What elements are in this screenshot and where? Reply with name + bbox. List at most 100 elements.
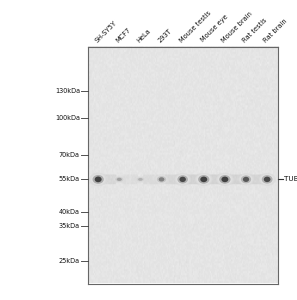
Ellipse shape	[93, 175, 104, 184]
Ellipse shape	[216, 173, 233, 186]
Ellipse shape	[240, 175, 252, 184]
Ellipse shape	[115, 177, 123, 182]
Text: HeLa: HeLa	[136, 27, 152, 44]
Ellipse shape	[90, 173, 106, 185]
Ellipse shape	[113, 176, 126, 183]
Ellipse shape	[117, 178, 122, 181]
FancyBboxPatch shape	[208, 175, 220, 184]
Ellipse shape	[93, 175, 103, 183]
Ellipse shape	[95, 176, 102, 182]
Ellipse shape	[177, 175, 189, 184]
Ellipse shape	[219, 175, 230, 184]
Ellipse shape	[92, 175, 104, 184]
Text: 35kDa: 35kDa	[59, 223, 80, 229]
Ellipse shape	[220, 176, 230, 183]
Text: 40kDa: 40kDa	[59, 209, 80, 215]
Text: Mouse brain: Mouse brain	[221, 11, 254, 43]
Ellipse shape	[260, 174, 274, 185]
Ellipse shape	[260, 174, 274, 185]
Text: SH-SY5Y: SH-SY5Y	[94, 20, 118, 44]
Ellipse shape	[262, 175, 273, 184]
Ellipse shape	[219, 175, 231, 184]
Ellipse shape	[198, 175, 210, 184]
Ellipse shape	[218, 174, 232, 185]
Ellipse shape	[155, 175, 168, 184]
Ellipse shape	[264, 177, 271, 182]
Ellipse shape	[176, 174, 189, 184]
Ellipse shape	[216, 173, 234, 186]
Ellipse shape	[177, 175, 188, 184]
Ellipse shape	[136, 177, 145, 182]
Ellipse shape	[175, 174, 190, 185]
FancyBboxPatch shape	[103, 175, 116, 184]
Ellipse shape	[114, 176, 125, 183]
Ellipse shape	[243, 177, 249, 182]
Ellipse shape	[135, 176, 146, 182]
Text: 100kDa: 100kDa	[55, 115, 80, 121]
Ellipse shape	[218, 174, 232, 184]
Ellipse shape	[198, 175, 209, 184]
FancyBboxPatch shape	[229, 175, 242, 184]
Ellipse shape	[261, 175, 273, 184]
Text: TUBB3: TUBB3	[284, 176, 297, 182]
Ellipse shape	[136, 177, 144, 182]
Ellipse shape	[239, 174, 253, 185]
Ellipse shape	[238, 173, 254, 185]
Text: 293T: 293T	[157, 28, 173, 43]
Ellipse shape	[113, 176, 125, 183]
Ellipse shape	[241, 175, 251, 184]
Ellipse shape	[176, 174, 190, 185]
Ellipse shape	[241, 176, 251, 183]
Ellipse shape	[89, 172, 107, 186]
Ellipse shape	[90, 173, 106, 186]
Ellipse shape	[177, 175, 188, 184]
Ellipse shape	[238, 173, 254, 185]
Ellipse shape	[217, 173, 233, 185]
Ellipse shape	[93, 175, 104, 184]
Ellipse shape	[199, 176, 209, 183]
Text: Rat testis: Rat testis	[242, 17, 268, 44]
Ellipse shape	[138, 178, 143, 181]
Ellipse shape	[156, 175, 168, 184]
Ellipse shape	[91, 174, 105, 185]
Ellipse shape	[113, 176, 126, 183]
Ellipse shape	[176, 174, 189, 184]
FancyBboxPatch shape	[165, 175, 178, 184]
Ellipse shape	[135, 176, 146, 182]
Ellipse shape	[219, 175, 230, 184]
Text: Mouse testis: Mouse testis	[178, 10, 212, 44]
Ellipse shape	[200, 177, 207, 182]
Ellipse shape	[92, 174, 105, 184]
Ellipse shape	[114, 176, 124, 182]
Ellipse shape	[174, 173, 191, 186]
Ellipse shape	[135, 177, 145, 182]
Ellipse shape	[156, 176, 167, 183]
Ellipse shape	[157, 176, 166, 182]
Ellipse shape	[178, 176, 187, 183]
Ellipse shape	[196, 173, 212, 185]
Ellipse shape	[91, 174, 105, 185]
Ellipse shape	[114, 176, 125, 182]
Ellipse shape	[262, 175, 272, 184]
Ellipse shape	[115, 177, 124, 182]
Ellipse shape	[198, 175, 209, 184]
Ellipse shape	[260, 174, 274, 184]
Ellipse shape	[115, 177, 124, 182]
Ellipse shape	[241, 176, 251, 183]
Text: 70kDa: 70kDa	[59, 152, 80, 158]
FancyBboxPatch shape	[187, 175, 199, 184]
Ellipse shape	[157, 176, 166, 183]
Text: 130kDa: 130kDa	[55, 88, 80, 94]
Ellipse shape	[159, 177, 165, 182]
Text: 25kDa: 25kDa	[59, 257, 80, 263]
Ellipse shape	[175, 173, 191, 185]
FancyBboxPatch shape	[143, 175, 158, 184]
Ellipse shape	[258, 173, 276, 186]
Ellipse shape	[240, 175, 252, 184]
Ellipse shape	[157, 176, 166, 183]
Ellipse shape	[197, 174, 211, 185]
Ellipse shape	[179, 177, 186, 182]
Ellipse shape	[195, 173, 213, 186]
Ellipse shape	[89, 173, 107, 186]
Ellipse shape	[195, 173, 212, 186]
